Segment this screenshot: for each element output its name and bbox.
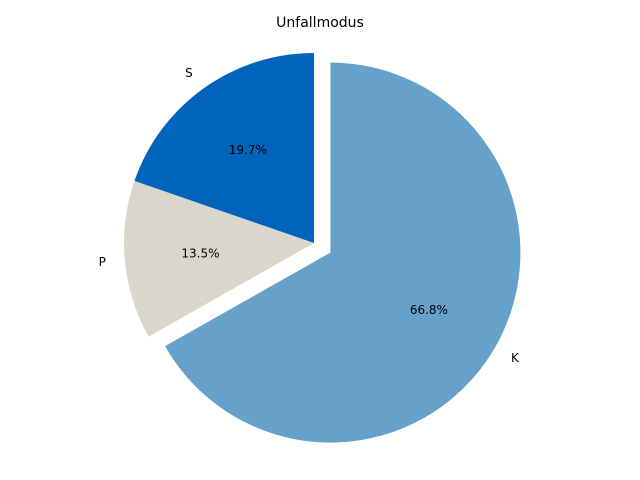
pie-slice-k bbox=[165, 62, 521, 443]
slice-label-s: S bbox=[185, 66, 193, 80]
slice-percent-k: 66.8% bbox=[410, 303, 448, 317]
slice-percent-p: 13.5% bbox=[181, 246, 219, 260]
chart-title: Unfallmodus bbox=[276, 15, 364, 31]
pie-slices bbox=[124, 53, 521, 443]
slice-percent-s: 19.7% bbox=[229, 143, 267, 157]
pie-slice-s bbox=[134, 53, 314, 243]
slice-label-p: P bbox=[99, 255, 106, 269]
slice-label-k: K bbox=[511, 351, 520, 365]
pie-labels: K 66.8% P 13.5% S 19.7% bbox=[99, 66, 520, 365]
pie-slice-p bbox=[124, 180, 314, 337]
